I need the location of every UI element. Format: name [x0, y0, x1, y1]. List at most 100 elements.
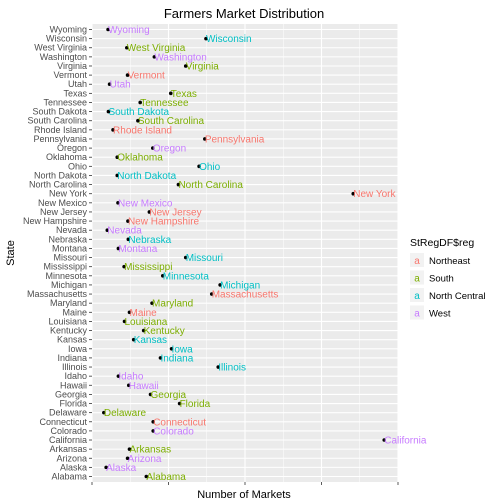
- data-label: New Jersey: [149, 207, 201, 218]
- y-tick-label: West Virginia: [34, 43, 87, 53]
- y-tick-label: Massachusetts: [27, 289, 88, 299]
- data-point: [160, 274, 165, 278]
- data-point: [116, 374, 121, 378]
- data-label: California: [384, 436, 427, 447]
- data-label: Iowa: [172, 344, 194, 355]
- y-tick-label: New Mexico: [38, 198, 87, 208]
- y-tick-label: Ohio: [68, 161, 87, 171]
- y-tick-label: Mississippi: [43, 262, 87, 272]
- y-tick-label: Wyoming: [50, 25, 87, 35]
- data-point: [115, 155, 120, 160]
- data-point: [218, 283, 222, 287]
- data-label: Illinois: [218, 363, 246, 374]
- data-label: North Dakota: [117, 171, 176, 182]
- y-tick-label: New York: [49, 189, 88, 199]
- y-tick-label: Nevada: [56, 225, 87, 235]
- data-point: [116, 201, 120, 205]
- data-point: [351, 191, 356, 196]
- y-tick-label: Utah: [68, 79, 87, 89]
- data-label: Alaska: [106, 463, 136, 474]
- data-point: [102, 410, 106, 415]
- data-point: [122, 264, 126, 269]
- y-tick-label: Missouri: [53, 253, 87, 263]
- legend-key: [410, 270, 424, 285]
- data-point: [176, 182, 181, 187]
- data-label: Nebraska: [128, 235, 171, 246]
- data-point: [183, 64, 188, 68]
- legend-title: StRegDF$reg: [410, 237, 474, 249]
- data-label: Indiana: [160, 353, 193, 364]
- data-label: Louisiana: [125, 317, 168, 328]
- data-point: [126, 219, 130, 223]
- data-point: [151, 419, 155, 424]
- y-tick-label: Texas: [63, 88, 87, 98]
- y-tick-label: North Dakota: [34, 170, 87, 180]
- y-tick-label: Wisconsin: [46, 34, 87, 44]
- y-tick-label: Maryland: [50, 298, 87, 308]
- y-tick-label: California: [49, 435, 87, 445]
- legend-key: [410, 288, 424, 302]
- data-point: [125, 73, 130, 77]
- legend-label: West: [429, 309, 451, 320]
- data-point: [141, 328, 146, 333]
- y-tick-label: Oregon: [57, 143, 87, 153]
- data-point: [158, 356, 163, 360]
- y-tick-label: Arizona: [56, 453, 87, 463]
- data-point: [148, 392, 153, 397]
- y-tick-label: Alabama: [51, 472, 87, 482]
- data-label: Delaware: [104, 408, 147, 419]
- data-label: Virginia: [186, 61, 220, 72]
- y-tick-label: Oklahoma: [46, 152, 87, 162]
- data-point: [127, 310, 132, 315]
- y-tick-label: South Dakota: [32, 107, 87, 117]
- data-label: Idaho: [118, 372, 143, 383]
- y-tick-label: Montana: [52, 243, 87, 253]
- y-tick-label: Tennessee: [43, 97, 87, 107]
- data-point: [216, 365, 221, 369]
- y-tick-label: Georgia: [55, 389, 87, 399]
- data-label: Minnesota: [163, 271, 210, 282]
- data-label: Texas: [171, 89, 197, 100]
- data-point: [203, 137, 207, 141]
- y-tick-label: New Jersey: [40, 207, 88, 217]
- y-tick-label: Virginia: [57, 61, 87, 71]
- legend-key-glyph: a: [414, 309, 420, 320]
- legend-key: [410, 305, 424, 320]
- y-tick-label: Michigan: [51, 280, 87, 290]
- data-label: New Mexico: [118, 198, 173, 209]
- data-point: [144, 474, 149, 479]
- data-label: Ohio: [199, 162, 221, 173]
- y-tick-label: Iowa: [68, 344, 87, 354]
- data-points: [102, 27, 387, 479]
- data-label: Maryland: [152, 299, 193, 310]
- y-tick-label: Arkansas: [49, 444, 87, 454]
- data-point: [209, 292, 214, 296]
- y-tick-label: Vermont: [53, 70, 87, 80]
- data-point: [131, 337, 136, 342]
- y-tick-label: Rhode Island: [34, 125, 87, 135]
- data-point: [106, 109, 111, 114]
- y-tick-label: Colorado: [50, 426, 87, 436]
- y-tick-label: Connecticut: [39, 417, 87, 427]
- data-label: South Carolina: [138, 116, 205, 127]
- y-tick-label: Nebraska: [48, 234, 87, 244]
- y-tick-label: South Carolina: [27, 116, 87, 126]
- data-label: Oregon: [153, 144, 186, 155]
- data-label: Vermont: [128, 71, 165, 82]
- data-label: Wisconsin: [206, 34, 252, 45]
- data-point: [177, 401, 182, 406]
- data-point: [105, 228, 110, 232]
- data-label: Rhode Island: [113, 125, 172, 136]
- data-label: Mississippi: [124, 262, 172, 273]
- y-tick-label: Idaho: [64, 371, 87, 381]
- data-label: Kentucky: [144, 326, 185, 337]
- data-point: [111, 128, 115, 132]
- data-point: [127, 447, 132, 451]
- y-tick-label: Kentucky: [50, 326, 88, 336]
- legend-label: South: [429, 274, 454, 285]
- data-label: Nevada: [107, 226, 142, 237]
- data-label: Colorado: [153, 426, 194, 437]
